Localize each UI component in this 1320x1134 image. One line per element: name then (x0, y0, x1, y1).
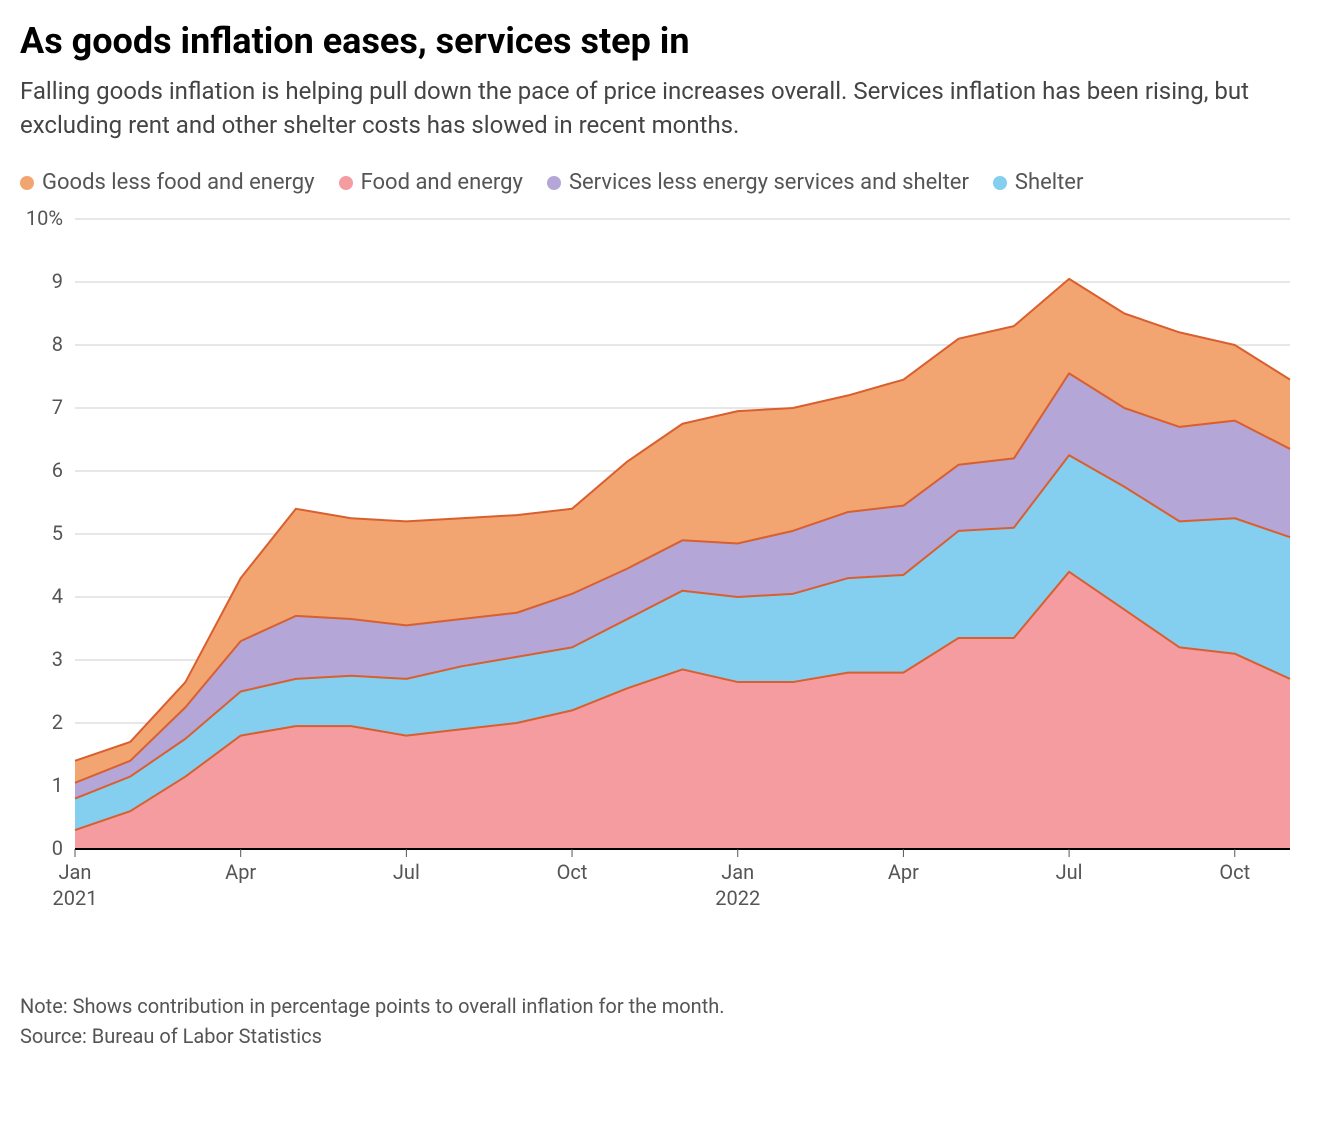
chart-container: { "chart": { "type": "area-stacked", "ti… (20, 20, 1300, 1051)
legend-item: Goods less food and energy (20, 170, 315, 195)
svg-text:2022: 2022 (715, 886, 760, 910)
legend-dot-icon (339, 176, 353, 190)
chart-footnotes: Note: Shows contribution in percentage p… (20, 991, 1300, 1051)
svg-text:9: 9 (52, 269, 63, 293)
svg-text:2021: 2021 (53, 886, 98, 910)
area-chart-svg: 012345678910%Jan2021AprJulOctJan2022AprJ… (20, 209, 1300, 969)
legend: Goods less food and energy Food and energ… (20, 170, 1300, 195)
svg-text:0: 0 (52, 836, 63, 860)
legend-dot-icon (993, 176, 1007, 190)
svg-text:Jul: Jul (393, 860, 420, 884)
legend-item: Food and energy (339, 170, 523, 195)
legend-label: Services less energy services and shelte… (569, 170, 969, 195)
legend-label: Shelter (1015, 170, 1084, 195)
svg-text:Apr: Apr (225, 860, 256, 884)
svg-text:Jul: Jul (1056, 860, 1083, 884)
svg-text:3: 3 (52, 647, 63, 671)
svg-text:4: 4 (52, 584, 63, 608)
svg-text:Oct: Oct (1219, 860, 1250, 884)
source-text: Source: Bureau of Labor Statistics (20, 1021, 1300, 1051)
chart-title: As goods inflation eases, services step … (20, 20, 1300, 63)
svg-text:2: 2 (52, 710, 63, 734)
legend-item: Shelter (993, 170, 1084, 195)
legend-dot-icon (20, 176, 34, 190)
svg-text:Jan: Jan (59, 860, 92, 884)
legend-dot-icon (547, 176, 561, 190)
svg-text:Apr: Apr (888, 860, 919, 884)
legend-label: Goods less food and energy (42, 170, 315, 195)
note-text: Note: Shows contribution in percentage p… (20, 991, 1300, 1021)
svg-text:10%: 10% (26, 209, 63, 230)
svg-text:6: 6 (52, 458, 63, 482)
legend-item: Services less energy services and shelte… (547, 170, 969, 195)
chart-subtitle: Falling goods inflation is helping pull … (20, 75, 1300, 142)
svg-text:Oct: Oct (557, 860, 588, 884)
legend-label: Food and energy (361, 170, 523, 195)
svg-text:1: 1 (52, 773, 63, 797)
svg-text:5: 5 (52, 521, 63, 545)
chart-plot: 012345678910%Jan2021AprJulOctJan2022AprJ… (20, 209, 1300, 973)
svg-text:7: 7 (52, 395, 63, 419)
svg-text:Jan: Jan (721, 860, 754, 884)
svg-text:8: 8 (52, 332, 63, 356)
